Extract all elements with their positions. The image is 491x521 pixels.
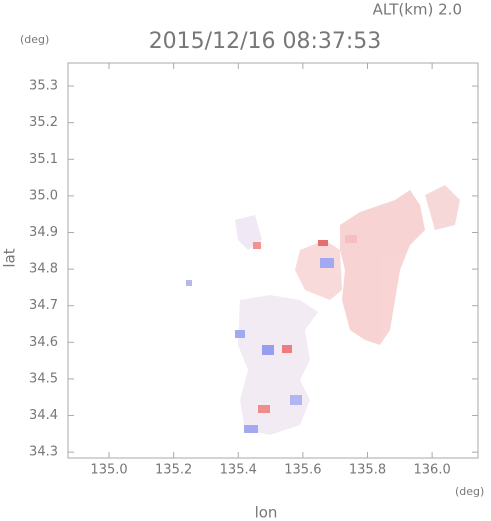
x-tick-label: 135.0	[90, 463, 127, 478]
y-tick-label: 34.5	[29, 371, 58, 386]
y-axis-label: lat	[1, 248, 19, 267]
y-tick-label: 35.1	[29, 152, 58, 167]
y-tick-label: 34.7	[29, 298, 58, 313]
x-tick-label: 135.4	[220, 463, 257, 478]
y-tick-label: 35.0	[29, 188, 58, 203]
y-tick-label: 34.3	[29, 445, 58, 460]
y-tick-label: 34.4	[29, 408, 58, 423]
y-tick-label: 34.6	[29, 335, 58, 350]
x-tick-label: 135.6	[284, 463, 321, 478]
echo-field	[186, 185, 460, 435]
altitude: ALT(km) 2.0	[373, 1, 462, 19]
chart-title: 2015/12/16 08:37:53	[149, 29, 382, 54]
x-tick-label: 135.2	[155, 463, 192, 478]
y-tick-label: 34.8	[29, 262, 58, 277]
x-axis-label: lon	[255, 504, 278, 521]
x-tick-label: 135.8	[349, 463, 386, 478]
x-tick-label: 136.0	[414, 463, 451, 478]
y-tick-label: 35.2	[29, 115, 58, 130]
y-unit: (deg)	[20, 33, 49, 46]
y-tick-label: 35.3	[29, 79, 58, 94]
y-tick-label: 34.9	[29, 225, 58, 240]
x-unit: (deg)	[455, 485, 484, 498]
plot-frame	[67, 62, 479, 459]
